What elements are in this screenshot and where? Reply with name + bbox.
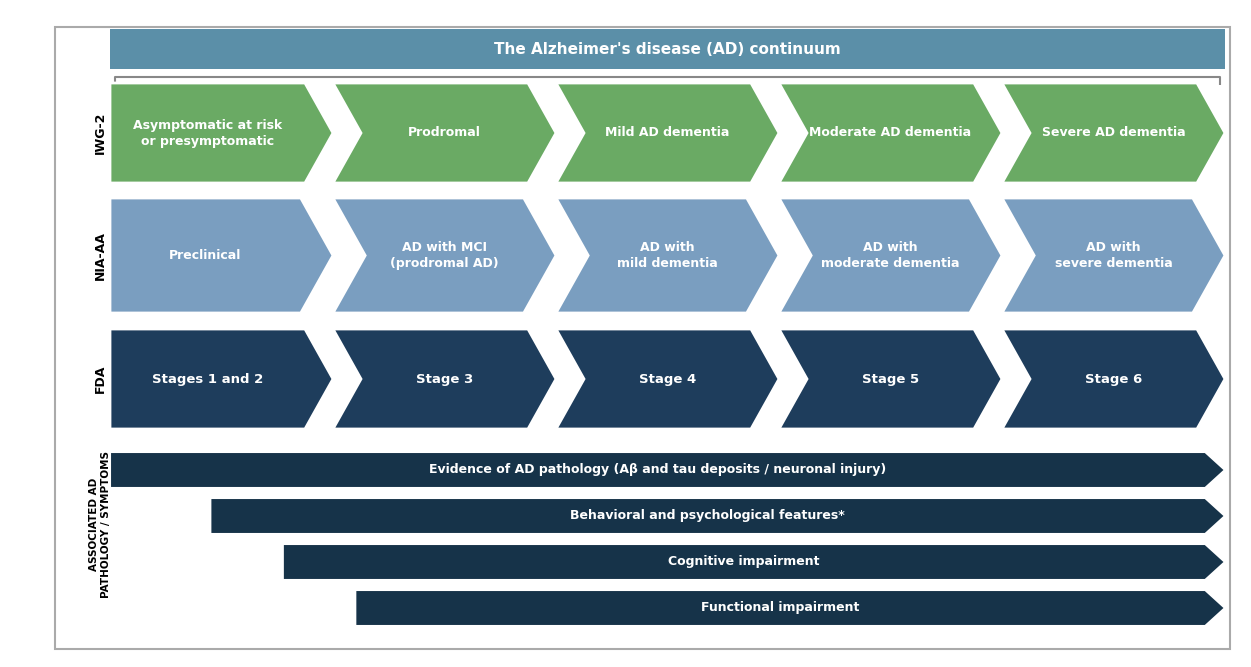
Polygon shape	[355, 590, 1225, 626]
Text: ASSOCIATED AD
PATHOLOGY / SYMPTOMS: ASSOCIATED AD PATHOLOGY / SYMPTOMS	[89, 450, 111, 598]
Polygon shape	[1002, 198, 1225, 313]
Polygon shape	[1002, 83, 1225, 183]
Polygon shape	[1002, 329, 1225, 429]
Polygon shape	[779, 329, 1002, 429]
Polygon shape	[779, 198, 1002, 313]
Text: FDA: FDA	[94, 365, 106, 393]
Polygon shape	[210, 498, 1225, 534]
Text: Mild AD dementia: Mild AD dementia	[605, 127, 729, 139]
Text: AD with
severe dementia: AD with severe dementia	[1055, 241, 1172, 270]
Text: AD with MCI
(prodromal AD): AD with MCI (prodromal AD)	[390, 241, 499, 270]
Polygon shape	[555, 329, 779, 429]
Bar	[110, 29, 1225, 69]
Polygon shape	[333, 83, 555, 183]
Polygon shape	[555, 83, 779, 183]
Text: The Alzheimer's disease (AD) continuum: The Alzheimer's disease (AD) continuum	[494, 41, 841, 57]
Text: Stage 6: Stage 6	[1085, 372, 1142, 386]
Text: IWG-2: IWG-2	[94, 112, 106, 154]
Text: Behavioral and psychological features*: Behavioral and psychological features*	[570, 510, 846, 522]
Text: Cognitive impairment: Cognitive impairment	[668, 556, 819, 568]
Text: Functional impairment: Functional impairment	[701, 602, 859, 614]
Text: AD with
mild dementia: AD with mild dementia	[617, 241, 718, 270]
Text: Severe AD dementia: Severe AD dementia	[1042, 127, 1185, 139]
Polygon shape	[333, 329, 555, 429]
Text: Evidence of AD pathology (Aβ and tau deposits / neuronal injury): Evidence of AD pathology (Aβ and tau dep…	[429, 464, 886, 476]
Polygon shape	[110, 198, 333, 313]
Text: NIA-AA: NIA-AA	[94, 231, 106, 280]
Text: Stage 3: Stage 3	[415, 372, 473, 386]
Text: Stages 1 and 2: Stages 1 and 2	[151, 372, 263, 386]
Polygon shape	[283, 544, 1225, 580]
Text: Stage 4: Stage 4	[639, 372, 696, 386]
Text: AD with
moderate dementia: AD with moderate dementia	[821, 241, 960, 270]
Polygon shape	[110, 452, 1225, 488]
Polygon shape	[779, 83, 1002, 183]
Text: Stage 5: Stage 5	[862, 372, 919, 386]
Polygon shape	[110, 329, 333, 429]
Text: Moderate AD dementia: Moderate AD dementia	[809, 127, 972, 139]
Polygon shape	[333, 198, 555, 313]
Text: Asymptomatic at risk
or presymptomatic: Asymptomatic at risk or presymptomatic	[133, 119, 283, 147]
Text: Preclinical: Preclinical	[169, 249, 241, 262]
Text: Prodromal: Prodromal	[408, 127, 480, 139]
Polygon shape	[110, 83, 333, 183]
Polygon shape	[555, 198, 779, 313]
